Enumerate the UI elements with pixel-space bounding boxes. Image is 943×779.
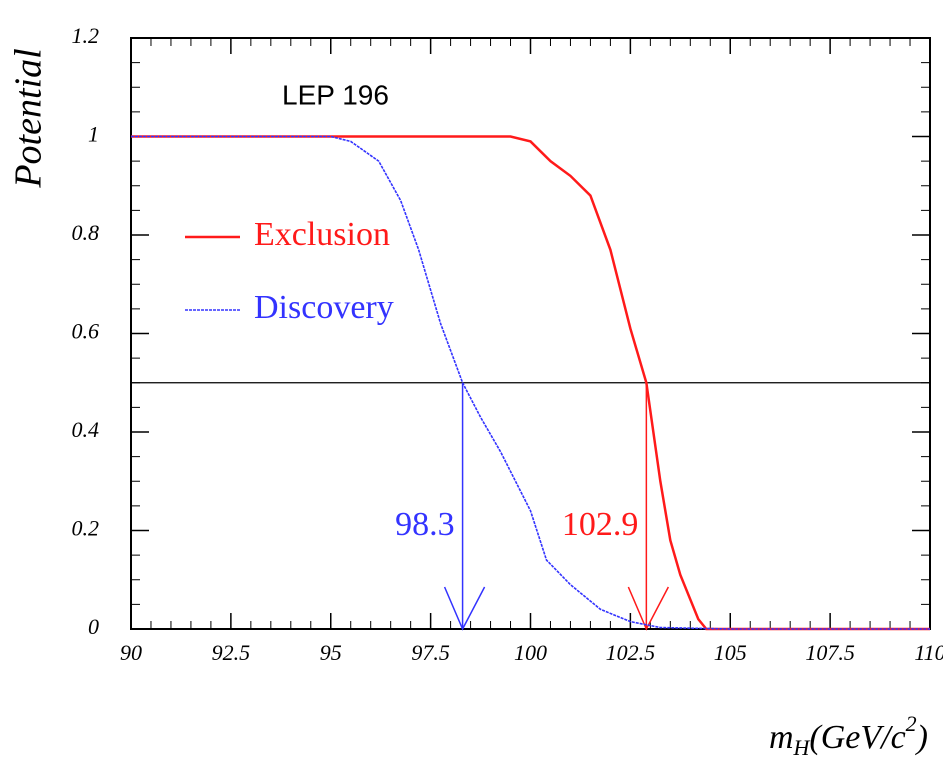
y-tick-label: 0.6 [72, 319, 100, 344]
x-tick-label: 97.5 [411, 640, 450, 665]
x-label-symbol: m [769, 719, 794, 756]
y-tick-label: 0 [88, 614, 99, 639]
x-label-superscript: 2 [906, 711, 917, 736]
annotation-label: 102.9 [562, 506, 639, 543]
y-tick-label: 0.4 [72, 417, 100, 442]
x-tick-label: 92.5 [212, 640, 251, 665]
arrow-head [443, 586, 486, 631]
x-tick-label: 95 [320, 640, 342, 665]
x-tick-label: 100 [514, 640, 547, 665]
x-label-unit: (GeV/c [809, 719, 905, 756]
x-tick-label: 102.5 [606, 640, 656, 665]
y-tick-label: 1.2 [72, 23, 100, 48]
series-line [131, 135, 930, 630]
x-axis-label: mH(GeV/c2) [769, 711, 928, 760]
x-label-close: ) [915, 719, 928, 756]
x-tick-label: 90 [120, 640, 142, 665]
annotation-label: 98.3 [395, 506, 455, 543]
legend-label: Discovery [254, 289, 394, 326]
x-label-subscript: H [793, 735, 811, 760]
plot-annotation: LEP 196 [282, 79, 389, 110]
y-tick-label: 0.8 [72, 220, 100, 245]
x-tick-label: 110 [914, 640, 943, 665]
series-line [131, 135, 930, 631]
y-tick-label: 0.2 [72, 516, 100, 541]
arrow-head [627, 586, 670, 631]
plot-frame [130, 37, 931, 630]
legend-label: Exclusion [254, 216, 390, 253]
y-axis-label: Potential [8, 48, 50, 188]
y-tick-label: 1 [88, 122, 99, 147]
x-tick-label: 107.5 [805, 640, 855, 665]
x-tick-label: 105 [714, 640, 747, 665]
